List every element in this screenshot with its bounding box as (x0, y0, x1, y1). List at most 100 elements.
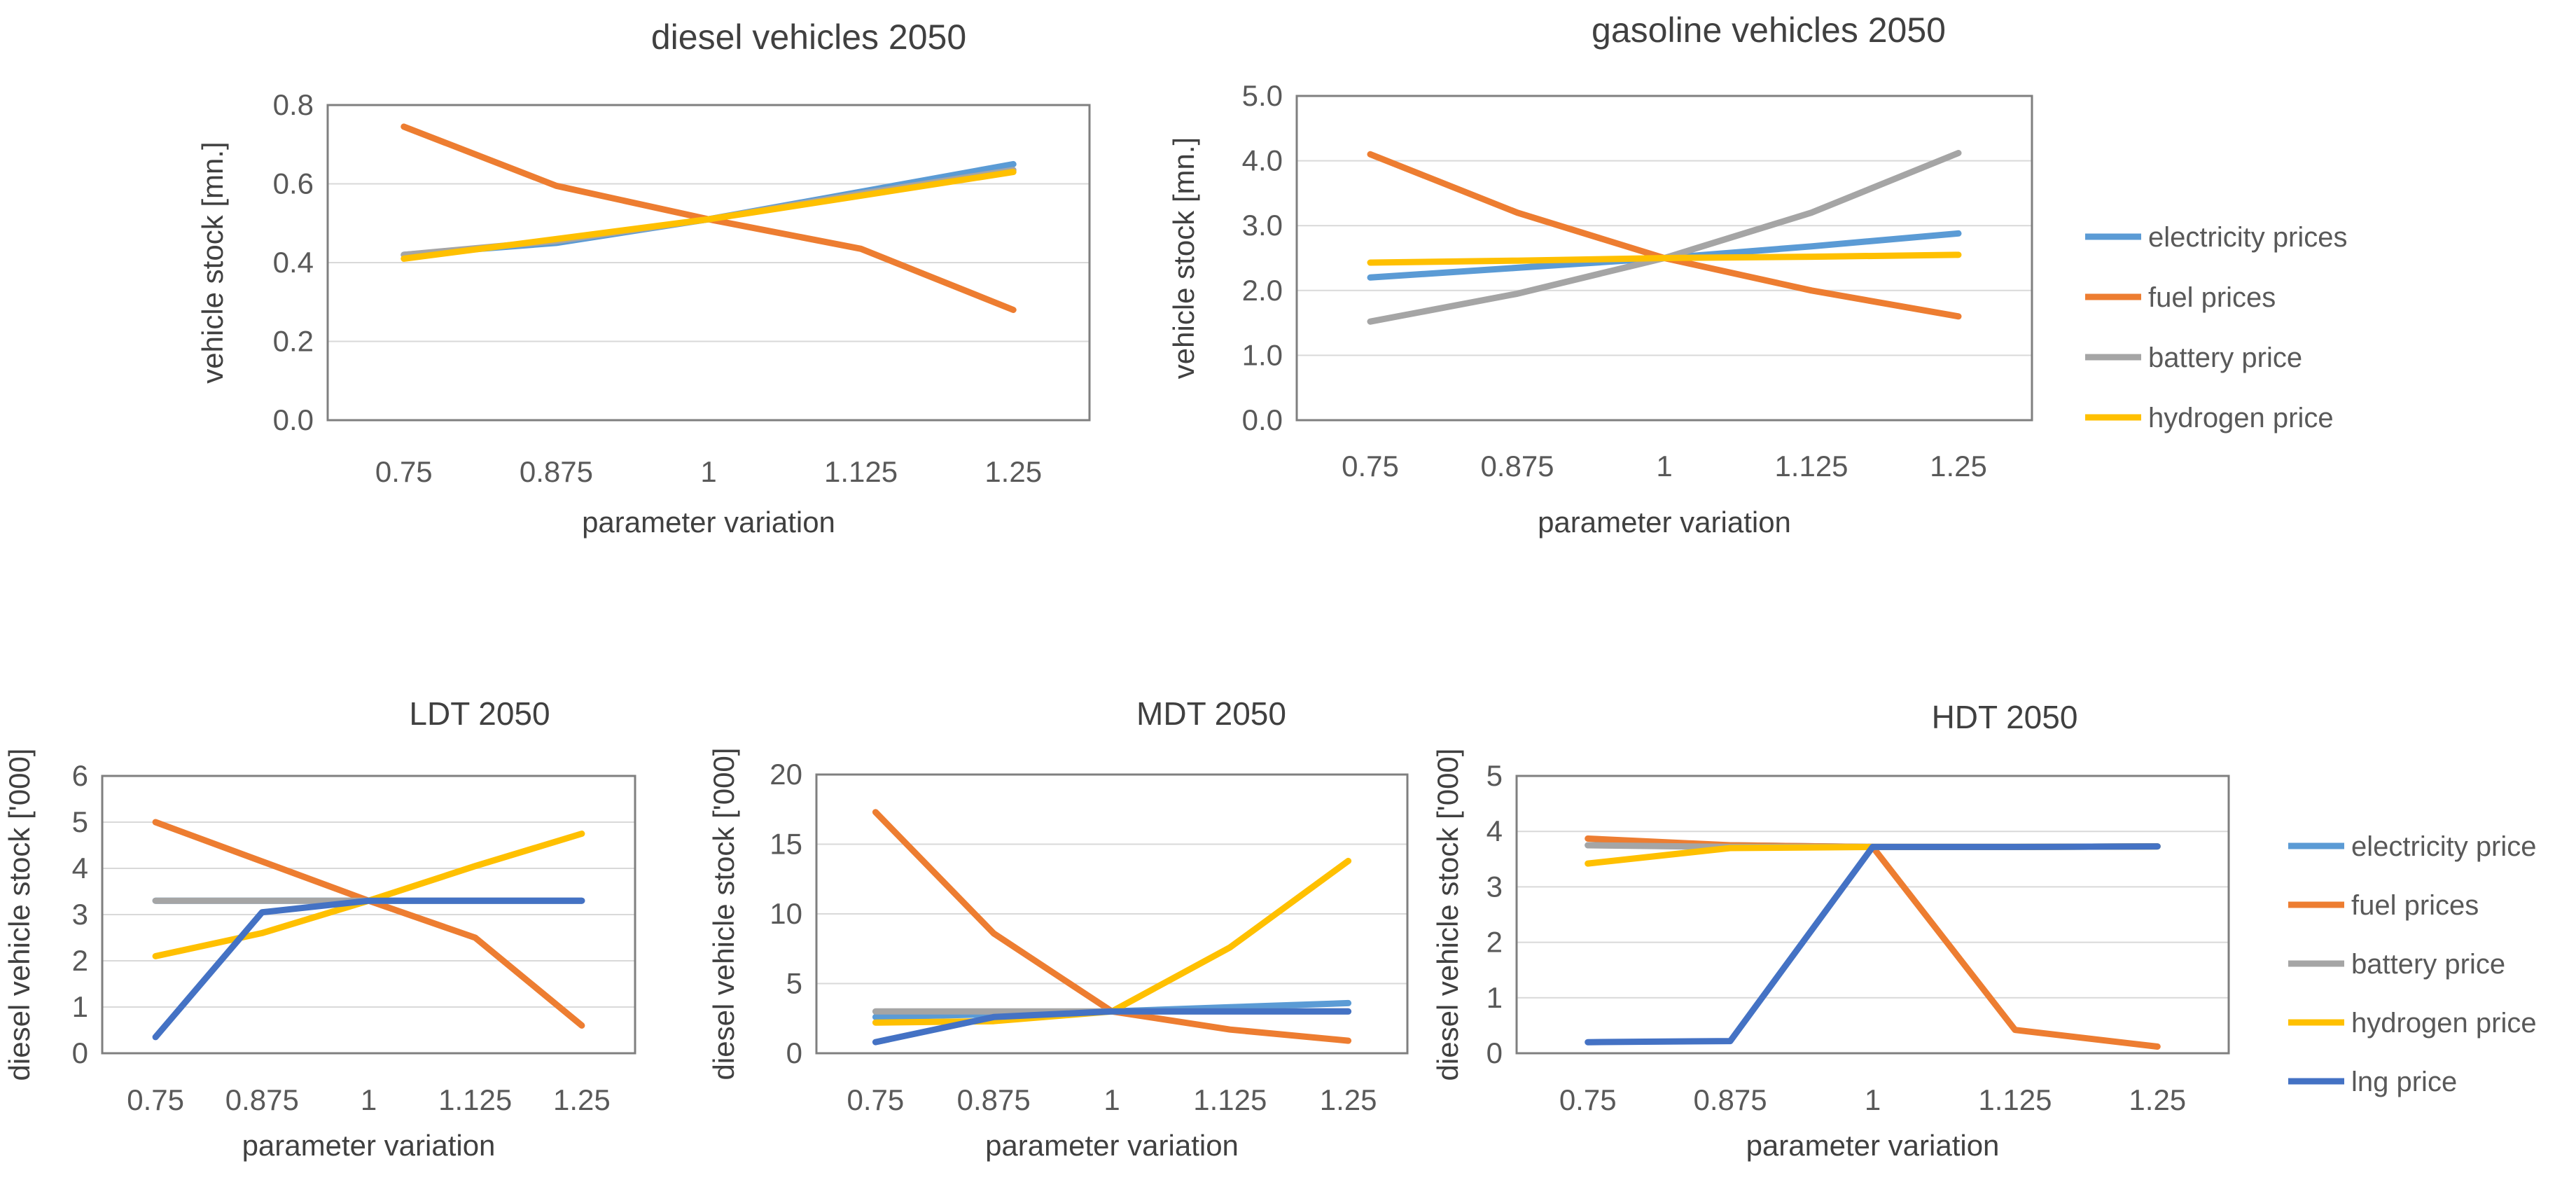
y-tick-label: 5 (786, 967, 802, 1000)
y-tick-label: 0 (786, 1036, 802, 1069)
plot-area-frame (101, 775, 636, 1055)
y-axis-label: diesel vehicle stock ['000] (707, 748, 740, 1081)
x-tick-label: 0.875 (957, 1083, 1031, 1116)
x-tick-label: 1 (1865, 1083, 1881, 1116)
legend-item: hydrogen price (2288, 1008, 2537, 1039)
x-tick-label: 0.75 (127, 1083, 184, 1116)
x-tick-label: 1.125 (824, 455, 898, 488)
y-tick-label: 4.0 (1242, 144, 1283, 177)
y-tick-label: 0.4 (273, 246, 314, 279)
y-tick-label: 4 (72, 852, 88, 884)
x-tick-label: 1 (700, 455, 716, 488)
x-axis-label: parameter variation (1746, 1129, 2000, 1162)
y-tick-label: 3 (72, 898, 88, 931)
plot-area-frame (326, 104, 1091, 422)
x-tick-label: 1.25 (553, 1083, 611, 1116)
y-tick-label: 6 (72, 759, 88, 792)
x-tick-label: 0.875 (225, 1083, 299, 1116)
x-tick-label: 1.125 (1774, 450, 1848, 483)
legend-label: hydrogen price (2148, 403, 2334, 433)
y-tick-label: 5 (72, 805, 88, 838)
legend-item: lng price (2288, 1067, 2457, 1097)
legend-label: battery price (2148, 342, 2302, 373)
series-line-hydrogen-price (152, 831, 585, 959)
y-tick-label: 0.0 (273, 403, 314, 436)
x-tick-label: 1.125 (1978, 1083, 2052, 1116)
series-line-lng-price (152, 897, 585, 1041)
x-tick-label: 0.75 (375, 455, 433, 488)
legend-label: fuel prices (2148, 282, 2276, 313)
y-tick-label: 0 (72, 1036, 88, 1069)
series-line-fuel-prices (1367, 151, 1962, 320)
x-tick-label: 0.875 (1480, 450, 1554, 483)
legend-item: fuel prices (2288, 890, 2479, 921)
ldt-chart: LDT 2050 0 1 2 3 4 5 6 0.75 0.875 1 1.125 1.25 parame… (3, 695, 636, 1162)
y-tick-label: 4 (1487, 814, 1503, 847)
y-axis-label: vehicle stock [mn.] (196, 141, 229, 383)
x-tick-label: 1.125 (438, 1083, 512, 1116)
x-axis-label: parameter variation (1538, 506, 1791, 539)
y-tick-label: 0.6 (273, 167, 314, 200)
legend-top: electricity prices fuel prices battery pri… (2085, 222, 2348, 433)
chart-title: HDT 2050 (1932, 699, 2078, 735)
y-axis-label: diesel vehicle stock ['000] (1431, 749, 1464, 1081)
y-axis-label: vehicle stock [mn.] (1167, 137, 1200, 379)
chart-title: gasoline vehicles 2050 (1592, 11, 1946, 50)
legend-label: lng price (2351, 1067, 2457, 1097)
chart-title: diesel vehicles 2050 (651, 18, 966, 57)
x-tick-label: 1.25 (1320, 1083, 1377, 1116)
plot-area-frame (1515, 775, 2230, 1055)
legend-item: fuel prices (2085, 282, 2276, 313)
x-tick-label: 1 (1656, 450, 1672, 483)
x-tick-label: 1 (361, 1083, 377, 1116)
x-axis-label: parameter variation (582, 506, 835, 539)
legend-label: fuel prices (2351, 890, 2479, 921)
chart-title: LDT 2050 (409, 695, 550, 732)
series-line-hydrogen-price (1367, 251, 1962, 266)
x-axis-label: parameter variation (985, 1129, 1239, 1162)
legend-label: battery price (2351, 949, 2505, 980)
y-tick-label: 3 (1487, 870, 1503, 903)
legend-item: electricity prices (2085, 222, 2348, 253)
y-tick-label: 1 (1487, 981, 1503, 1014)
y-tick-label: 5.0 (1242, 79, 1283, 112)
diesel-chart: diesel vehicles 2050 0.0 0.2 0.4 0.6 0.8 0.75 0… (196, 18, 1091, 539)
legend-label: electricity prices (2148, 222, 2348, 253)
y-tick-label: 0.8 (273, 88, 314, 121)
y-tick-label: 2 (72, 944, 88, 977)
series-line-electricity-prices (401, 160, 1017, 258)
x-tick-label: 1.125 (1193, 1083, 1267, 1116)
chart-title: MDT 2050 (1136, 695, 1286, 732)
series-line-battery-price (401, 167, 1017, 258)
y-tick-label: 15 (770, 828, 802, 861)
x-axis-label: parameter variation (242, 1129, 496, 1162)
x-tick-label: 0.875 (520, 455, 593, 488)
x-tick-label: 0.75 (1559, 1083, 1617, 1116)
y-tick-label: 1.0 (1242, 338, 1283, 371)
y-tick-label: 2.0 (1242, 274, 1283, 307)
plot-area-frame (815, 773, 1409, 1055)
plot-area-frame (1295, 95, 2033, 422)
series-line-lng-price (1585, 843, 2161, 1046)
hdt-chart: HDT 2050 0 1 2 3 4 5 0.75 0.875 1 1.125 1.25 paramet… (1431, 699, 2230, 1162)
legend-item: battery price (2085, 342, 2302, 373)
x-tick-label: 1.25 (1930, 450, 1987, 483)
series-line-hydrogen-price (401, 169, 1017, 262)
y-tick-label: 10 (770, 897, 802, 930)
series-line-battery-price (1367, 150, 1962, 325)
y-tick-label: 5 (1487, 759, 1503, 792)
series-line-lng-price (872, 1008, 1352, 1046)
x-tick-label: 0.875 (1694, 1083, 1767, 1116)
x-tick-label: 1.25 (984, 455, 1042, 488)
legend-bottom: electricity price fuel prices battery pric… (2288, 831, 2537, 1097)
x-tick-label: 1.25 (2129, 1083, 2186, 1116)
legend-item: electricity price (2288, 831, 2537, 862)
legend-label: hydrogen price (2351, 1008, 2537, 1039)
y-tick-label: 2 (1487, 926, 1503, 959)
x-tick-label: 0.75 (1342, 450, 1399, 483)
y-tick-label: 0.0 (1242, 403, 1283, 436)
y-tick-label: 20 (770, 758, 802, 791)
legend-item: hydrogen price (2085, 403, 2334, 433)
mdt-chart: MDT 2050 0 5 10 15 20 0.75 0.875 1 1.125 1.25 param… (707, 695, 1409, 1162)
